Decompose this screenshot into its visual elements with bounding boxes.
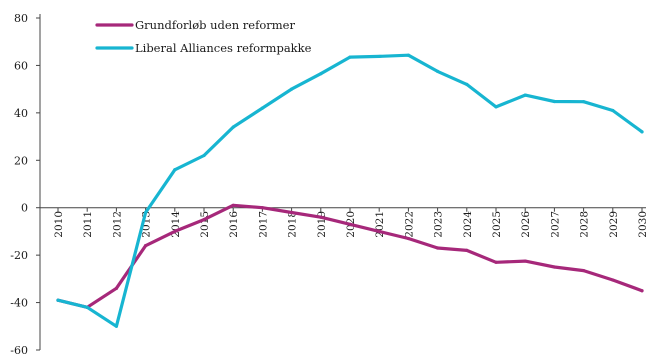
x-tick-label: 2029: [608, 211, 620, 238]
y-tick-label: 0: [21, 202, 28, 215]
x-tick-label: 2019: [316, 211, 328, 238]
data-point: [173, 229, 177, 234]
x-tick-label: 2026: [520, 211, 532, 238]
x-tick-label: 2023: [433, 211, 445, 238]
x-tick-label: 2018: [287, 211, 299, 238]
data-point: [523, 259, 527, 263]
y-tick-label: 80: [14, 12, 28, 25]
data-point: [260, 206, 264, 210]
data-point: [640, 289, 644, 293]
x-tick-label: 2022: [403, 211, 415, 238]
y-tick-label: -20: [10, 249, 28, 262]
data-point: [611, 278, 615, 282]
y-tick-label: -60: [10, 344, 28, 355]
x-tick-label: 2025: [491, 211, 503, 238]
y-axis: -60 -40 -20 0 20 40 60 80: [10, 12, 41, 355]
y-tick-label: -40: [10, 297, 28, 310]
data-point: [494, 105, 498, 109]
data-point: [406, 236, 410, 241]
data-point: [582, 268, 586, 273]
y-tick-label: 20: [14, 154, 28, 167]
data-point: [231, 125, 235, 129]
data-point: [406, 53, 410, 57]
data-point: [552, 99, 557, 104]
legend-label-2: Liberal Alliances reformpakke: [135, 41, 312, 55]
data-point: [290, 87, 294, 91]
data-point: [377, 229, 381, 234]
data-point: [56, 298, 60, 302]
x-tick-label: 2024: [462, 211, 474, 238]
data-point: [436, 246, 440, 250]
data-point: [377, 54, 381, 59]
data-point: [348, 222, 352, 226]
data-point: [465, 82, 469, 86]
data-point: [144, 244, 148, 248]
data-point: [552, 265, 557, 269]
y-tick-label: 40: [14, 107, 28, 120]
data-point: [114, 286, 118, 290]
x-tick-label: 2011: [82, 211, 94, 238]
data-point: [348, 55, 352, 59]
data-point: [231, 203, 235, 207]
x-tick-label: 2028: [579, 211, 591, 238]
data-point: [290, 210, 294, 215]
data-point: [114, 324, 118, 328]
data-point: [319, 72, 323, 76]
legend-label-1: Grundforløb uden reformer: [135, 18, 295, 32]
x-tick-label: 2012: [111, 211, 123, 238]
x-tick-label: 2015: [199, 211, 211, 238]
x-tick-label: 2027: [549, 211, 561, 238]
data-point: [611, 108, 615, 113]
data-point: [260, 106, 264, 110]
data-point: [202, 217, 206, 222]
data-point: [144, 210, 148, 215]
data-point: [202, 153, 206, 158]
x-tick-label: 2017: [257, 211, 269, 238]
data-point: [523, 93, 527, 97]
y-tick-label: 60: [14, 59, 28, 72]
x-tick-label: 2010: [53, 211, 65, 238]
data-point: [640, 130, 644, 134]
legend: Grundforløb uden reformer Liberal Allianc…: [95, 18, 312, 55]
data-point: [85, 305, 89, 309]
x-tick-label: 2016: [228, 211, 240, 238]
data-point: [582, 100, 586, 104]
series-line-2: [56, 53, 644, 328]
data-point: [465, 248, 469, 252]
data-point: [494, 260, 498, 264]
data-point: [173, 168, 177, 172]
data-point: [319, 215, 323, 219]
data-point: [436, 69, 440, 73]
series-layer: [56, 53, 644, 328]
x-tick-label: 2030: [637, 211, 648, 238]
